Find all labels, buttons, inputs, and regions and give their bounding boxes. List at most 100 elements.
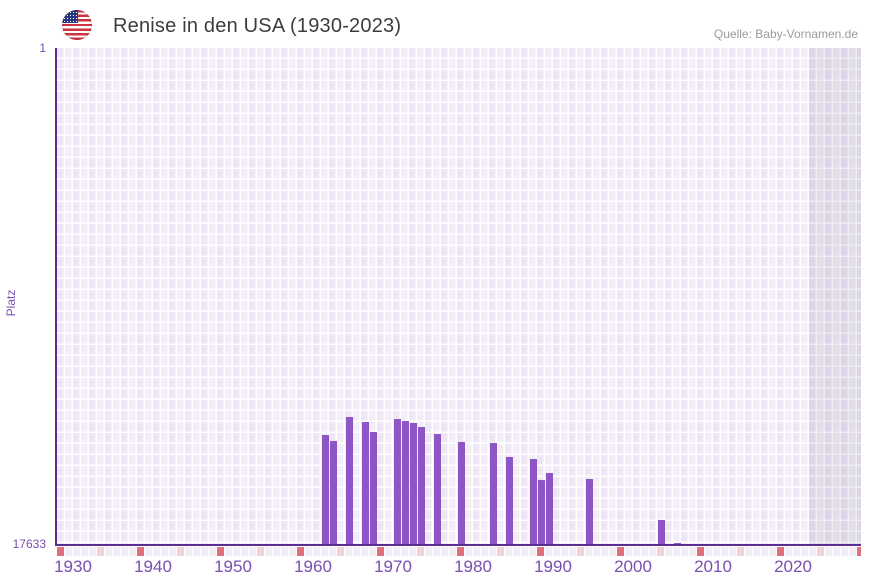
decade-tick-1990 xyxy=(537,547,544,556)
bar-1968[interactable] xyxy=(361,422,369,544)
year-tick-1972 xyxy=(393,547,400,556)
year-tick-2021 xyxy=(785,547,792,556)
year-tick-1983 xyxy=(481,547,488,556)
bar-1966[interactable] xyxy=(345,416,353,544)
y-axis-line xyxy=(55,48,57,546)
year-tick-1993 xyxy=(561,547,568,556)
year-tick-1994 xyxy=(569,547,576,556)
year-tick-2028 xyxy=(841,547,848,556)
y-axis-max-label: 1 xyxy=(39,41,46,55)
year-tick-1938 xyxy=(121,547,128,556)
x-axis-label-1940: 1940 xyxy=(134,557,172,576)
half-decade-tick-2005 xyxy=(657,547,664,556)
year-tick-2001 xyxy=(625,547,632,556)
x-axis-label-1950: 1950 xyxy=(214,557,252,576)
y-axis-title: Platz xyxy=(4,289,18,317)
year-tick-1981 xyxy=(465,547,472,556)
half-decade-tick-1965 xyxy=(337,547,344,556)
year-tick-2012 xyxy=(713,547,720,556)
half-decade-tick-1935 xyxy=(97,547,104,556)
year-tick-1974 xyxy=(409,547,416,556)
x-axis-label-1960: 1960 xyxy=(294,557,332,576)
bar-1963[interactable] xyxy=(321,434,329,544)
bar-2005[interactable] xyxy=(657,519,665,544)
year-tick-1961 xyxy=(305,547,312,556)
year-tick-1962 xyxy=(313,547,320,556)
page-title: Renise in den USA (1930-2023) xyxy=(113,15,402,37)
year-tick-1958 xyxy=(281,547,288,556)
bar-1977[interactable] xyxy=(433,433,441,544)
year-tick-1954 xyxy=(249,547,256,556)
bar-1973[interactable] xyxy=(401,421,409,544)
year-tick-2008 xyxy=(681,547,688,556)
year-tick-1946 xyxy=(185,547,192,556)
source-credit: Quelle: Baby-Vornamen.de xyxy=(713,27,858,41)
year-tick-2009 xyxy=(689,547,696,556)
bar-1975[interactable] xyxy=(417,426,425,544)
year-tick-2016 xyxy=(745,547,752,556)
year-tick-2029 xyxy=(849,547,856,556)
half-decade-tick-1985 xyxy=(497,547,504,556)
year-tick-2006 xyxy=(665,547,672,556)
year-tick-1984 xyxy=(489,547,496,556)
year-tick-2022 xyxy=(793,547,800,556)
bar-1980[interactable] xyxy=(457,442,465,544)
year-tick-1936 xyxy=(105,547,112,556)
half-decade-tick-1945 xyxy=(177,547,184,556)
year-tick-1959 xyxy=(289,547,296,556)
year-tick-1982 xyxy=(473,547,480,556)
year-tick-1977 xyxy=(433,547,440,556)
year-tick-2018 xyxy=(761,547,768,556)
bar-1989[interactable] xyxy=(529,458,537,544)
year-tick-1992 xyxy=(553,547,560,556)
half-decade-tick-1995 xyxy=(577,547,584,556)
year-tick-1948 xyxy=(201,547,208,556)
x-axis-label-1990: 1990 xyxy=(534,557,572,576)
decade-tick-1980 xyxy=(457,547,464,556)
bar-1990[interactable] xyxy=(537,479,545,544)
year-tick-1933 xyxy=(81,547,88,556)
year-tick-2014 xyxy=(729,547,736,556)
year-tick-1991 xyxy=(545,547,552,556)
x-axis-line xyxy=(55,544,861,546)
year-tick-2013 xyxy=(721,547,728,556)
year-tick-1999 xyxy=(609,547,616,556)
bar-1974[interactable] xyxy=(409,423,417,544)
year-tick-1937 xyxy=(113,547,120,556)
bar-1996[interactable] xyxy=(585,478,593,544)
decade-tick-2010 xyxy=(697,547,704,556)
year-tick-1967 xyxy=(353,547,360,556)
year-tick-1986 xyxy=(505,547,512,556)
x-axis-label-1980: 1980 xyxy=(454,557,492,576)
bar-1964[interactable] xyxy=(329,441,337,544)
bar-1986[interactable] xyxy=(505,456,513,544)
year-tick-1952 xyxy=(233,547,240,556)
bar-1984[interactable] xyxy=(489,443,497,544)
bar-1991[interactable] xyxy=(545,473,553,544)
year-tick-2026 xyxy=(825,547,832,556)
year-tick-1947 xyxy=(193,547,200,556)
year-tick-2002 xyxy=(633,547,640,556)
year-tick-2017 xyxy=(753,547,760,556)
year-tick-2007 xyxy=(673,547,680,556)
year-tick-1963 xyxy=(321,547,328,556)
year-tick-2019 xyxy=(769,547,776,556)
year-tick-1944 xyxy=(169,547,176,556)
decade-tick-1940 xyxy=(137,547,144,556)
year-tick-1941 xyxy=(145,547,152,556)
year-tick-1949 xyxy=(209,547,216,556)
year-tick-1971 xyxy=(385,547,392,556)
bar-1969[interactable] xyxy=(369,432,377,544)
year-tick-1979 xyxy=(449,547,456,556)
x-axis-label-2000: 2000 xyxy=(614,557,652,576)
year-tick-2024 xyxy=(809,547,816,556)
year-tick-1966 xyxy=(345,547,352,556)
decade-tick-1930 xyxy=(57,547,64,556)
year-tick-1953 xyxy=(241,547,248,556)
bar-1972[interactable] xyxy=(393,419,401,544)
year-tick-1976 xyxy=(425,547,432,556)
bar-2007[interactable] xyxy=(673,542,681,544)
y-axis-min-label: 17633 xyxy=(12,537,46,551)
year-tick-1988 xyxy=(521,547,528,556)
year-tick-1956 xyxy=(265,547,272,556)
